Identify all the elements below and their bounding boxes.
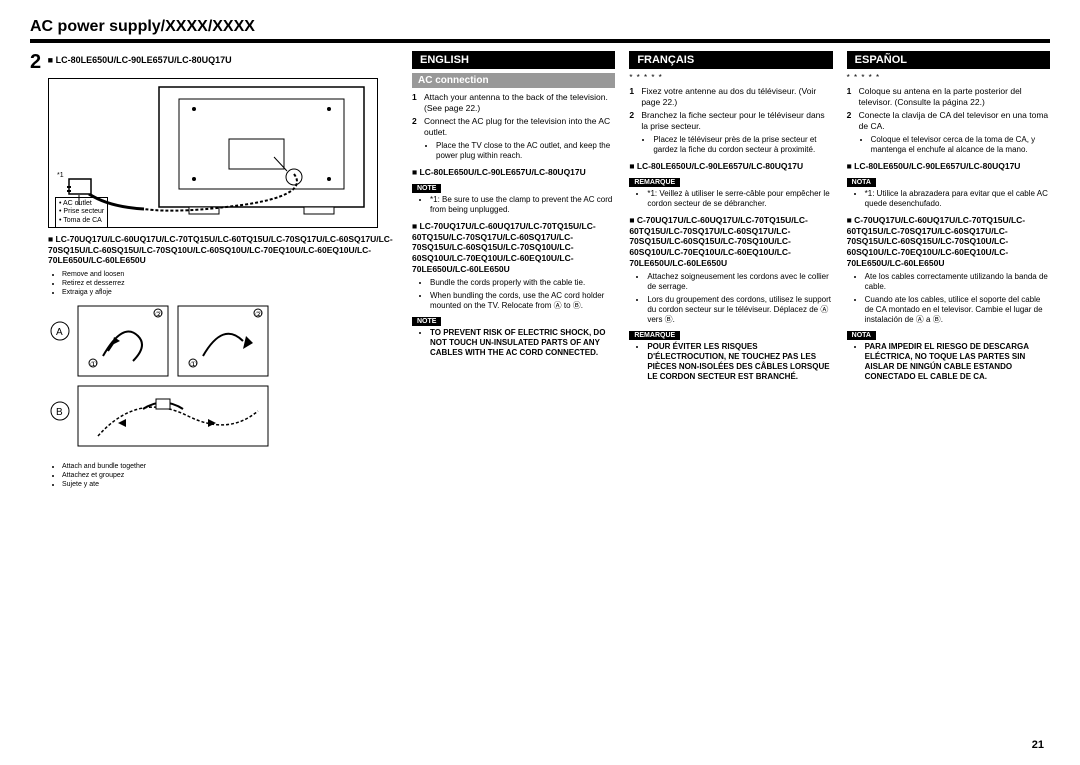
mid-models: ■ LC-70UQ17U/LC-60UQ17U/LC-70TQ15U/LC-60… <box>48 234 400 266</box>
b-es: Extraiga y afloje <box>62 288 400 297</box>
fr-step1: Fixez votre antenne au dos du téléviseur… <box>641 86 832 107</box>
bb-es: Sujete y ate <box>62 480 400 489</box>
bb-fr: Attachez et groupez <box>62 471 400 480</box>
diagram-tv-back: *1 • AC outlet • Prise secteur • Toma de… <box>48 78 378 228</box>
es-nb1: Cuando ate los cables, utilice el soport… <box>865 295 1050 325</box>
en-step2: Connect the AC plug for the television i… <box>424 116 615 137</box>
svg-text:②: ② <box>155 310 162 319</box>
fr-models-b: ■ C-70UQ17U/LC-60UQ17U/LC-70TQ15U/LC-60T… <box>629 215 832 268</box>
fr-warning: POUR ÉVITER LES RISQUES D'ÉLECTROCUTION,… <box>647 342 832 382</box>
es-models-a: ■ LC-80LE650U/LC-90LE657U/LC-80UQ17U <box>847 161 1050 172</box>
col-francais: FRANÇAIS * * * * * 1Fixez votre antenne … <box>629 51 832 489</box>
callout-ac-en: AC outlet <box>63 200 92 207</box>
svg-text:②: ② <box>255 310 262 319</box>
top-models: ■ LC-80LE650U/LC-90LE657U/LC-80UQ17U <box>48 55 232 65</box>
svg-text:①: ① <box>90 360 97 369</box>
remove-bullets: Remove and loosen Retirez et desserrez E… <box>52 270 400 297</box>
header-francais: FRANÇAIS <box>629 51 832 69</box>
es-warning: PARA IMPEDIR EL RIESGO DE DESCARGA ELÉCT… <box>865 342 1050 382</box>
callout-ac-fr: Prise secteur <box>63 208 104 215</box>
en-subb: Place the TV close to the AC outlet, and… <box>436 141 615 161</box>
en-note-a: *1: Be sure to use the clamp to prevent … <box>430 195 615 215</box>
star-label: *1 <box>57 172 64 179</box>
fr-nb0: Attachez soigneusement les cordons avec … <box>647 272 832 292</box>
en-warning: TO PREVENT RISK OF ELECTRIC SHOCK, DO NO… <box>430 328 615 358</box>
fr-dots: * * * * * <box>629 73 832 82</box>
fr-note-tag1: REMARQUE <box>629 178 680 187</box>
fr-subb: Placez le téléviseur près de la prise se… <box>653 135 832 155</box>
fr-step2: Branchez la fiche secteur pour le télévi… <box>641 110 832 131</box>
attach-bullets: Attach and bundle together Attachez et g… <box>52 462 400 489</box>
en-note-tag1: NOTE <box>412 184 441 193</box>
es-note-tag2: NOTA <box>847 331 876 340</box>
left-column: 2 ■ LC-80LE650U/LC-90LE657U/LC-80UQ17U <box>30 51 400 489</box>
en-nb0: Bundle the cords properly with the cable… <box>430 278 615 288</box>
sub-ac-connection: AC connection <box>412 73 615 88</box>
callout-ac-es: Toma de CA <box>63 217 102 224</box>
page-title: AC power supply/XXXX/XXXX <box>30 18 1050 43</box>
header-english: ENGLISH <box>412 51 615 69</box>
header-espanol: ESPAÑOL <box>847 51 1050 69</box>
col-espanol: ESPAÑOL * * * * * 1Coloque su antena en … <box>847 51 1050 489</box>
es-nb0: Ate los cables correctamente utilizando … <box>865 272 1050 292</box>
b-en: Remove and loosen <box>62 270 400 279</box>
fr-note-tag2: REMARQUE <box>629 331 680 340</box>
diagram-cable-tie: A ② ① ② ① B <box>48 301 400 458</box>
page-number: 21 <box>1032 739 1044 751</box>
es-step2: Conecte la clavija de CA del televisor e… <box>859 110 1050 131</box>
col-english: ENGLISH AC connection 1Attach your anten… <box>412 51 615 489</box>
es-dots: * * * * * <box>847 73 1050 82</box>
fr-models-a: ■ LC-80LE650U/LC-90LE657U/LC-80UQ17U <box>629 161 832 172</box>
bb-en: Attach and bundle together <box>62 462 400 471</box>
es-models-b: ■ C-70UQ17U/LC-60UQ17U/LC-70TQ15U/LC-60T… <box>847 215 1050 268</box>
es-note-tag1: NOTA <box>847 178 876 187</box>
step-number: 2 <box>30 51 41 74</box>
es-note-a: *1: Utilice la abrazadera para evitar qu… <box>865 189 1050 209</box>
svg-text:B: B <box>56 407 63 418</box>
svg-text:①: ① <box>190 360 197 369</box>
fr-note-a: *1: Veillez à utiliser le serre-câble po… <box>647 189 832 209</box>
en-models-b: ■ LC-70UQ17U/LC-60UQ17U/LC-70TQ15U/LC-60… <box>412 221 615 274</box>
en-nb1: When bundling the cords, use the AC cord… <box>430 291 615 311</box>
fr-nb1: Lors du groupement des cordons, utilisez… <box>647 295 832 325</box>
language-columns: ENGLISH AC connection 1Attach your anten… <box>412 51 1050 489</box>
svg-text:A: A <box>56 327 63 338</box>
b-fr: Retirez et desserrez <box>62 279 400 288</box>
en-step1: Attach your antenna to the back of the t… <box>424 92 615 113</box>
es-subb: Coloque el televisor cerca de la toma de… <box>871 135 1050 155</box>
en-note-tag2: NOTE <box>412 317 441 326</box>
content-area: 2 ■ LC-80LE650U/LC-90LE657U/LC-80UQ17U <box>30 51 1050 489</box>
en-models-a: ■ LC-80LE650U/LC-90LE657U/LC-80UQ17U <box>412 167 615 178</box>
es-step1: Coloque su antena en la parte posterior … <box>859 86 1050 107</box>
